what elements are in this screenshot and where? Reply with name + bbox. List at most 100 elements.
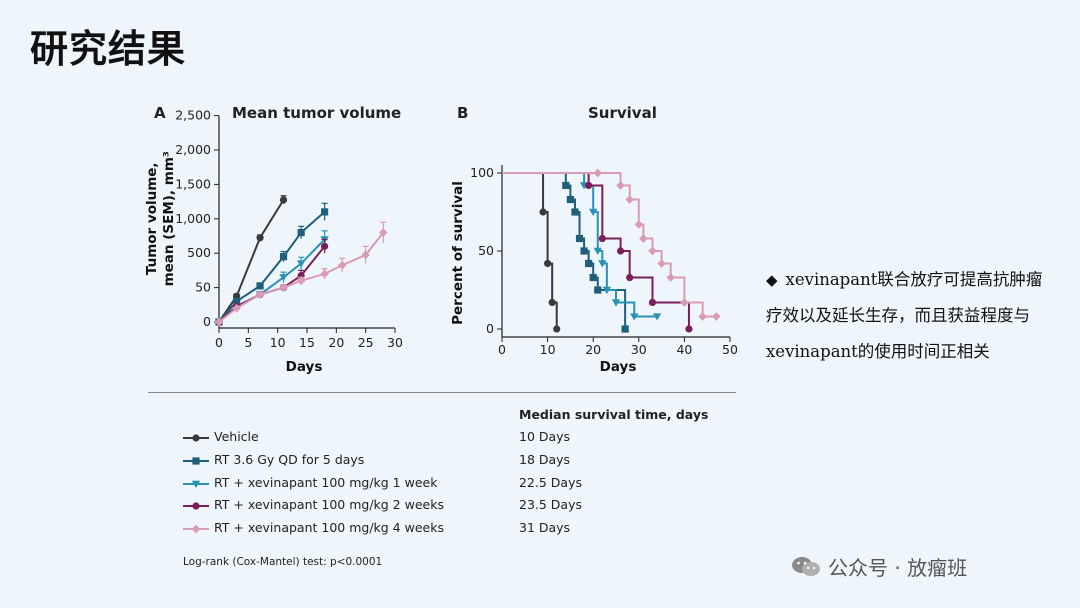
panel-a-y-tick-label: 500 xyxy=(187,245,211,260)
legend-median-value: 22.5 Days xyxy=(519,474,583,490)
panel-a-y-tick-label: 1,000 xyxy=(175,211,211,226)
panel-a-data-point xyxy=(232,303,241,313)
panel-a-x-axis-title: Days xyxy=(286,359,323,375)
panel-b-survival-step xyxy=(502,172,717,318)
legend-label: RT + xevinapant 100 mg/kg 2 weeks xyxy=(214,497,444,513)
panel-b-data-point xyxy=(648,246,657,256)
panel-b-data-point xyxy=(553,325,561,333)
panel-b-data-point xyxy=(698,312,707,321)
panel-a-y-axis-title-line1: Tumor volume, xyxy=(144,162,160,275)
legend-median-value: 23.5 Days xyxy=(519,497,583,513)
footer-text: 公众号 · 放瘤班 xyxy=(828,556,968,580)
legend-label: RT + xevinapant 100 mg/kg 4 weeks xyxy=(214,520,444,536)
panel-b-x-tick-label: 0 xyxy=(498,342,506,357)
panel-b-y-tick-label: 0 xyxy=(486,321,494,336)
conclusion-text: xevinapant联合放疗可提高抗肿瘤疗效以及延长生存，而且获益程度与xevi… xyxy=(766,270,1043,361)
legend-label: Vehicle xyxy=(214,429,259,444)
panel-b-data-point xyxy=(598,234,606,243)
panel-a-series xyxy=(214,221,388,327)
panel-a-x-tick-label: 5 xyxy=(244,335,252,350)
panel-b-series xyxy=(502,172,662,321)
panel-a-data-point xyxy=(256,282,264,290)
panel-b-series xyxy=(502,172,561,333)
panel-b-plot: 0 50 100 0 10 20 30 40 50 Days Percent of survival xyxy=(450,165,738,375)
panel-a-x-tick-label: 15 xyxy=(299,335,315,350)
panel-a-data-point xyxy=(279,253,288,261)
panel-a-data-point xyxy=(320,269,329,279)
panel-b-data-point xyxy=(611,299,621,307)
panel-b-data-point xyxy=(630,313,639,321)
legend-label: RT + xevinapant 100 mg/kg 1 week xyxy=(214,474,438,490)
panel-b-data-point xyxy=(621,325,629,333)
panel-b-data-point xyxy=(580,247,588,255)
legend-median-value: 18 Days xyxy=(519,451,571,467)
panel-b-data-point xyxy=(539,208,547,216)
panel-a-y-tick-label: 1,500 xyxy=(175,176,211,191)
legend-divider xyxy=(148,392,736,393)
panel-b-data-point xyxy=(685,325,693,333)
panel-b-data-point xyxy=(616,181,625,190)
panel-a-letter: A xyxy=(154,104,166,122)
panel-b-survival-step xyxy=(502,172,658,318)
panel-a-data-point xyxy=(297,228,305,237)
panel-b-series xyxy=(502,172,629,333)
legend-swatch-marker xyxy=(192,434,200,442)
wechat-icon xyxy=(792,557,820,576)
panel-a-y-axis-title: Tumor volume,mean (SEM), mm³ xyxy=(144,151,177,286)
panel-b-x-tick-label: 20 xyxy=(585,342,601,357)
panel-b-series xyxy=(502,172,693,333)
panel-b-survival-step xyxy=(502,172,558,329)
panel-b-data-point xyxy=(598,260,607,268)
panel-a-series xyxy=(215,195,288,326)
panel-a-data-point xyxy=(255,290,265,299)
panel-b-x-axis-title: Days xyxy=(600,359,637,375)
panel-b-data-point xyxy=(652,313,662,321)
panel-a-data-point xyxy=(361,250,370,260)
legend-swatch-marker xyxy=(192,457,200,465)
legend-swatch xyxy=(183,457,209,465)
logrank-footnote: Log-rank (Cox-Mantel) test: p<0.0001 xyxy=(183,556,383,568)
panel-b-data-point xyxy=(712,312,721,321)
panel-b-y-tick-label: 100 xyxy=(470,165,494,180)
panel-a-data-point xyxy=(214,317,224,327)
panel-b-data-point xyxy=(562,181,570,190)
panel-a-data-point xyxy=(256,234,264,242)
median-survival-header: Median survival time, days xyxy=(519,407,709,422)
panel-b-data-point xyxy=(566,195,574,204)
legend-swatch xyxy=(183,502,209,510)
panel-a-plot: 0 50 500 1,000 1,500 2,000 2,500 0 5 10 15 20 25 30 Da… xyxy=(144,108,403,375)
panel-b-series xyxy=(502,168,721,321)
panel-b-data-point xyxy=(625,195,634,204)
panel-b-data-point xyxy=(589,208,598,216)
legend-swatch xyxy=(183,434,209,442)
panel-a-data-point xyxy=(379,228,388,237)
panel-b-letter: B xyxy=(457,104,469,122)
panel-a-y-tick-label: 2,000 xyxy=(175,142,211,157)
panel-a-title: Mean tumor volume xyxy=(232,104,402,122)
slide-title: 研究结果 xyxy=(30,27,187,71)
panel-b-survival-step xyxy=(502,172,627,329)
panel-b-x-tick-label: 10 xyxy=(540,342,556,357)
panel-b-data-point xyxy=(666,273,675,282)
panel-b-data-point xyxy=(548,298,556,307)
panel-a-x-tick-label: 25 xyxy=(358,335,374,350)
panel-a-data-point xyxy=(338,260,347,270)
panel-b-y-axis-title: Percent of survival xyxy=(450,181,466,325)
panel-b-title: Survival xyxy=(588,104,657,122)
panel-a-y-tick-label: 0 xyxy=(203,314,211,329)
panel-a-x-tick-label: 30 xyxy=(387,335,403,350)
panel-a-y-axis-title-line2: mean (SEM), mm³ xyxy=(161,151,177,286)
panel-a-data-point xyxy=(321,242,329,250)
legend-label: RT 3.6 Gy QD for 5 days xyxy=(214,451,365,467)
panel-b-data-point xyxy=(593,247,602,255)
legend-swatch-marker xyxy=(191,480,201,488)
panel-b-data-point xyxy=(616,247,625,255)
panel-a-data-point xyxy=(296,260,306,268)
panel-b-y-tick-label: 50 xyxy=(478,243,494,258)
legend-swatch xyxy=(183,480,209,488)
panel-a-series-line xyxy=(218,199,285,323)
panel-b-x-tick-label: 40 xyxy=(676,342,692,357)
panel-a-data-point xyxy=(279,274,288,282)
panel-b-data-point xyxy=(657,259,666,268)
footer: 公众号 · 放瘤班 xyxy=(790,552,967,581)
